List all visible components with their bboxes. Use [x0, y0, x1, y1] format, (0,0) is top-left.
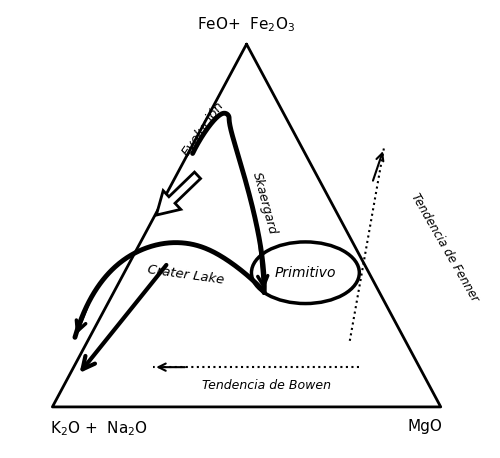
Text: MgO: MgO	[408, 419, 442, 434]
Text: FeO+  Fe$_2$O$_3$: FeO+ Fe$_2$O$_3$	[198, 16, 296, 34]
Text: Tendencia de Bowen: Tendencia de Bowen	[202, 379, 330, 392]
Text: K$_2$O +  Na$_2$O: K$_2$O + Na$_2$O	[50, 419, 148, 437]
Text: Primitivo: Primitivo	[274, 266, 336, 280]
Text: Tendencia de Fenner: Tendencia de Fenner	[408, 191, 481, 305]
Text: Skaergard: Skaergard	[250, 170, 278, 236]
Polygon shape	[156, 172, 200, 215]
Text: Evolución: Evolución	[180, 99, 227, 158]
Text: Crater Lake: Crater Lake	[146, 263, 225, 286]
